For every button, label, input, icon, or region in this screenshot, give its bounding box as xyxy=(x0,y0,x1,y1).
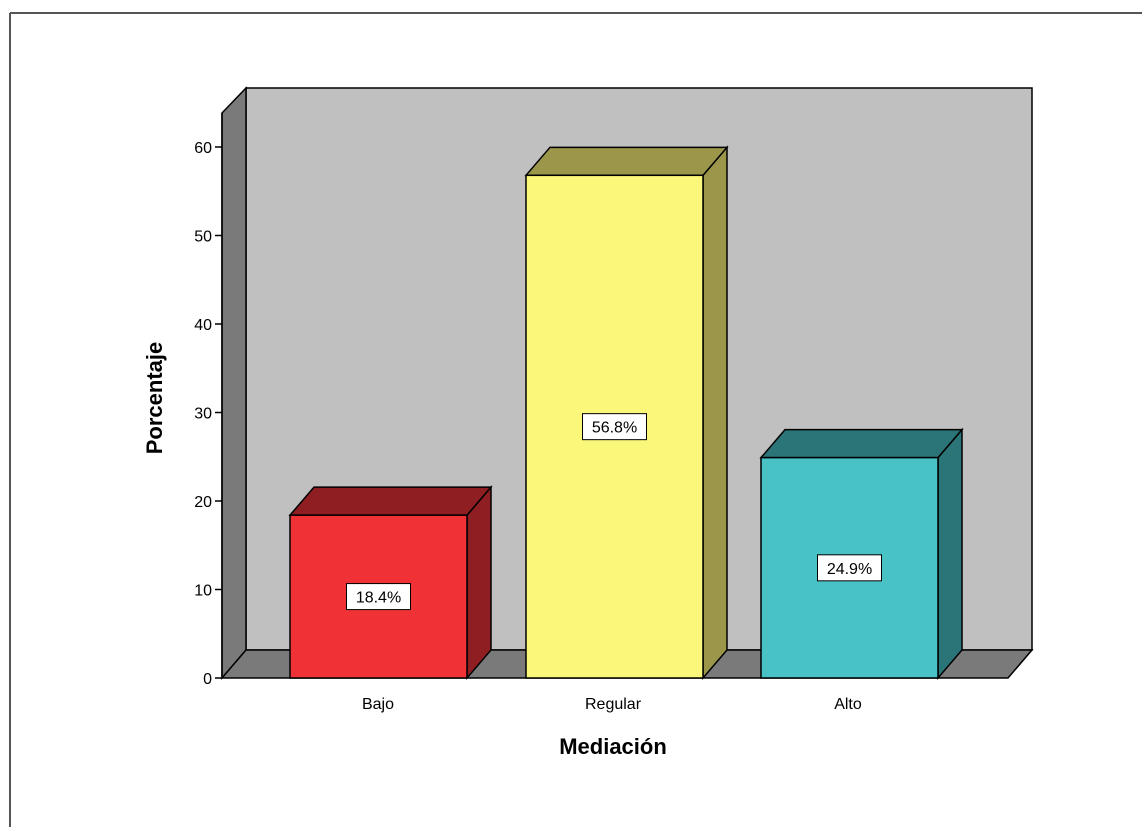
bar-side-face xyxy=(702,145,728,681)
data-label-box xyxy=(582,413,647,441)
y-tick-label: 50 xyxy=(194,229,212,246)
bar-top-face xyxy=(759,428,964,459)
y-tick-label: 40 xyxy=(194,317,212,334)
y-axis-title: Porcentaje xyxy=(142,342,167,455)
bar-top-face xyxy=(288,486,493,516)
data-label: 24.9% xyxy=(827,561,872,578)
y-tick-label: 10 xyxy=(194,583,212,600)
data-label-box xyxy=(817,554,882,582)
y-tick-label: 20 xyxy=(194,494,212,511)
bar-side-face xyxy=(937,427,963,681)
bar-bajo: 18.4% xyxy=(288,485,493,681)
y-tick-label: 60 xyxy=(194,140,212,157)
bar-side-face xyxy=(466,485,492,681)
bar-alto: 24.9% xyxy=(759,427,964,681)
x-category-label: Regular xyxy=(585,696,642,713)
data-label-box xyxy=(346,583,411,611)
left-wall xyxy=(221,86,247,681)
bar-front-face xyxy=(289,514,468,679)
y-axis-ticks: 0 10 20 30 40 50 60 xyxy=(194,140,222,688)
x-category-label: Alto xyxy=(834,696,862,713)
bar-top-face xyxy=(524,146,729,177)
y-tick-label: 30 xyxy=(194,406,212,423)
data-label: 18.4% xyxy=(356,590,401,607)
bar-regular: 56.8% xyxy=(524,145,729,681)
data-label: 56.8% xyxy=(592,420,637,437)
x-category-label: Bajo xyxy=(362,696,394,713)
x-axis-labels: Bajo Regular Alto xyxy=(362,696,862,713)
x-axis-title: Mediación xyxy=(559,734,667,759)
bars-group: 18.4% 56.8% 24.9% xyxy=(288,145,964,681)
y-tick-label: 0 xyxy=(203,671,212,688)
